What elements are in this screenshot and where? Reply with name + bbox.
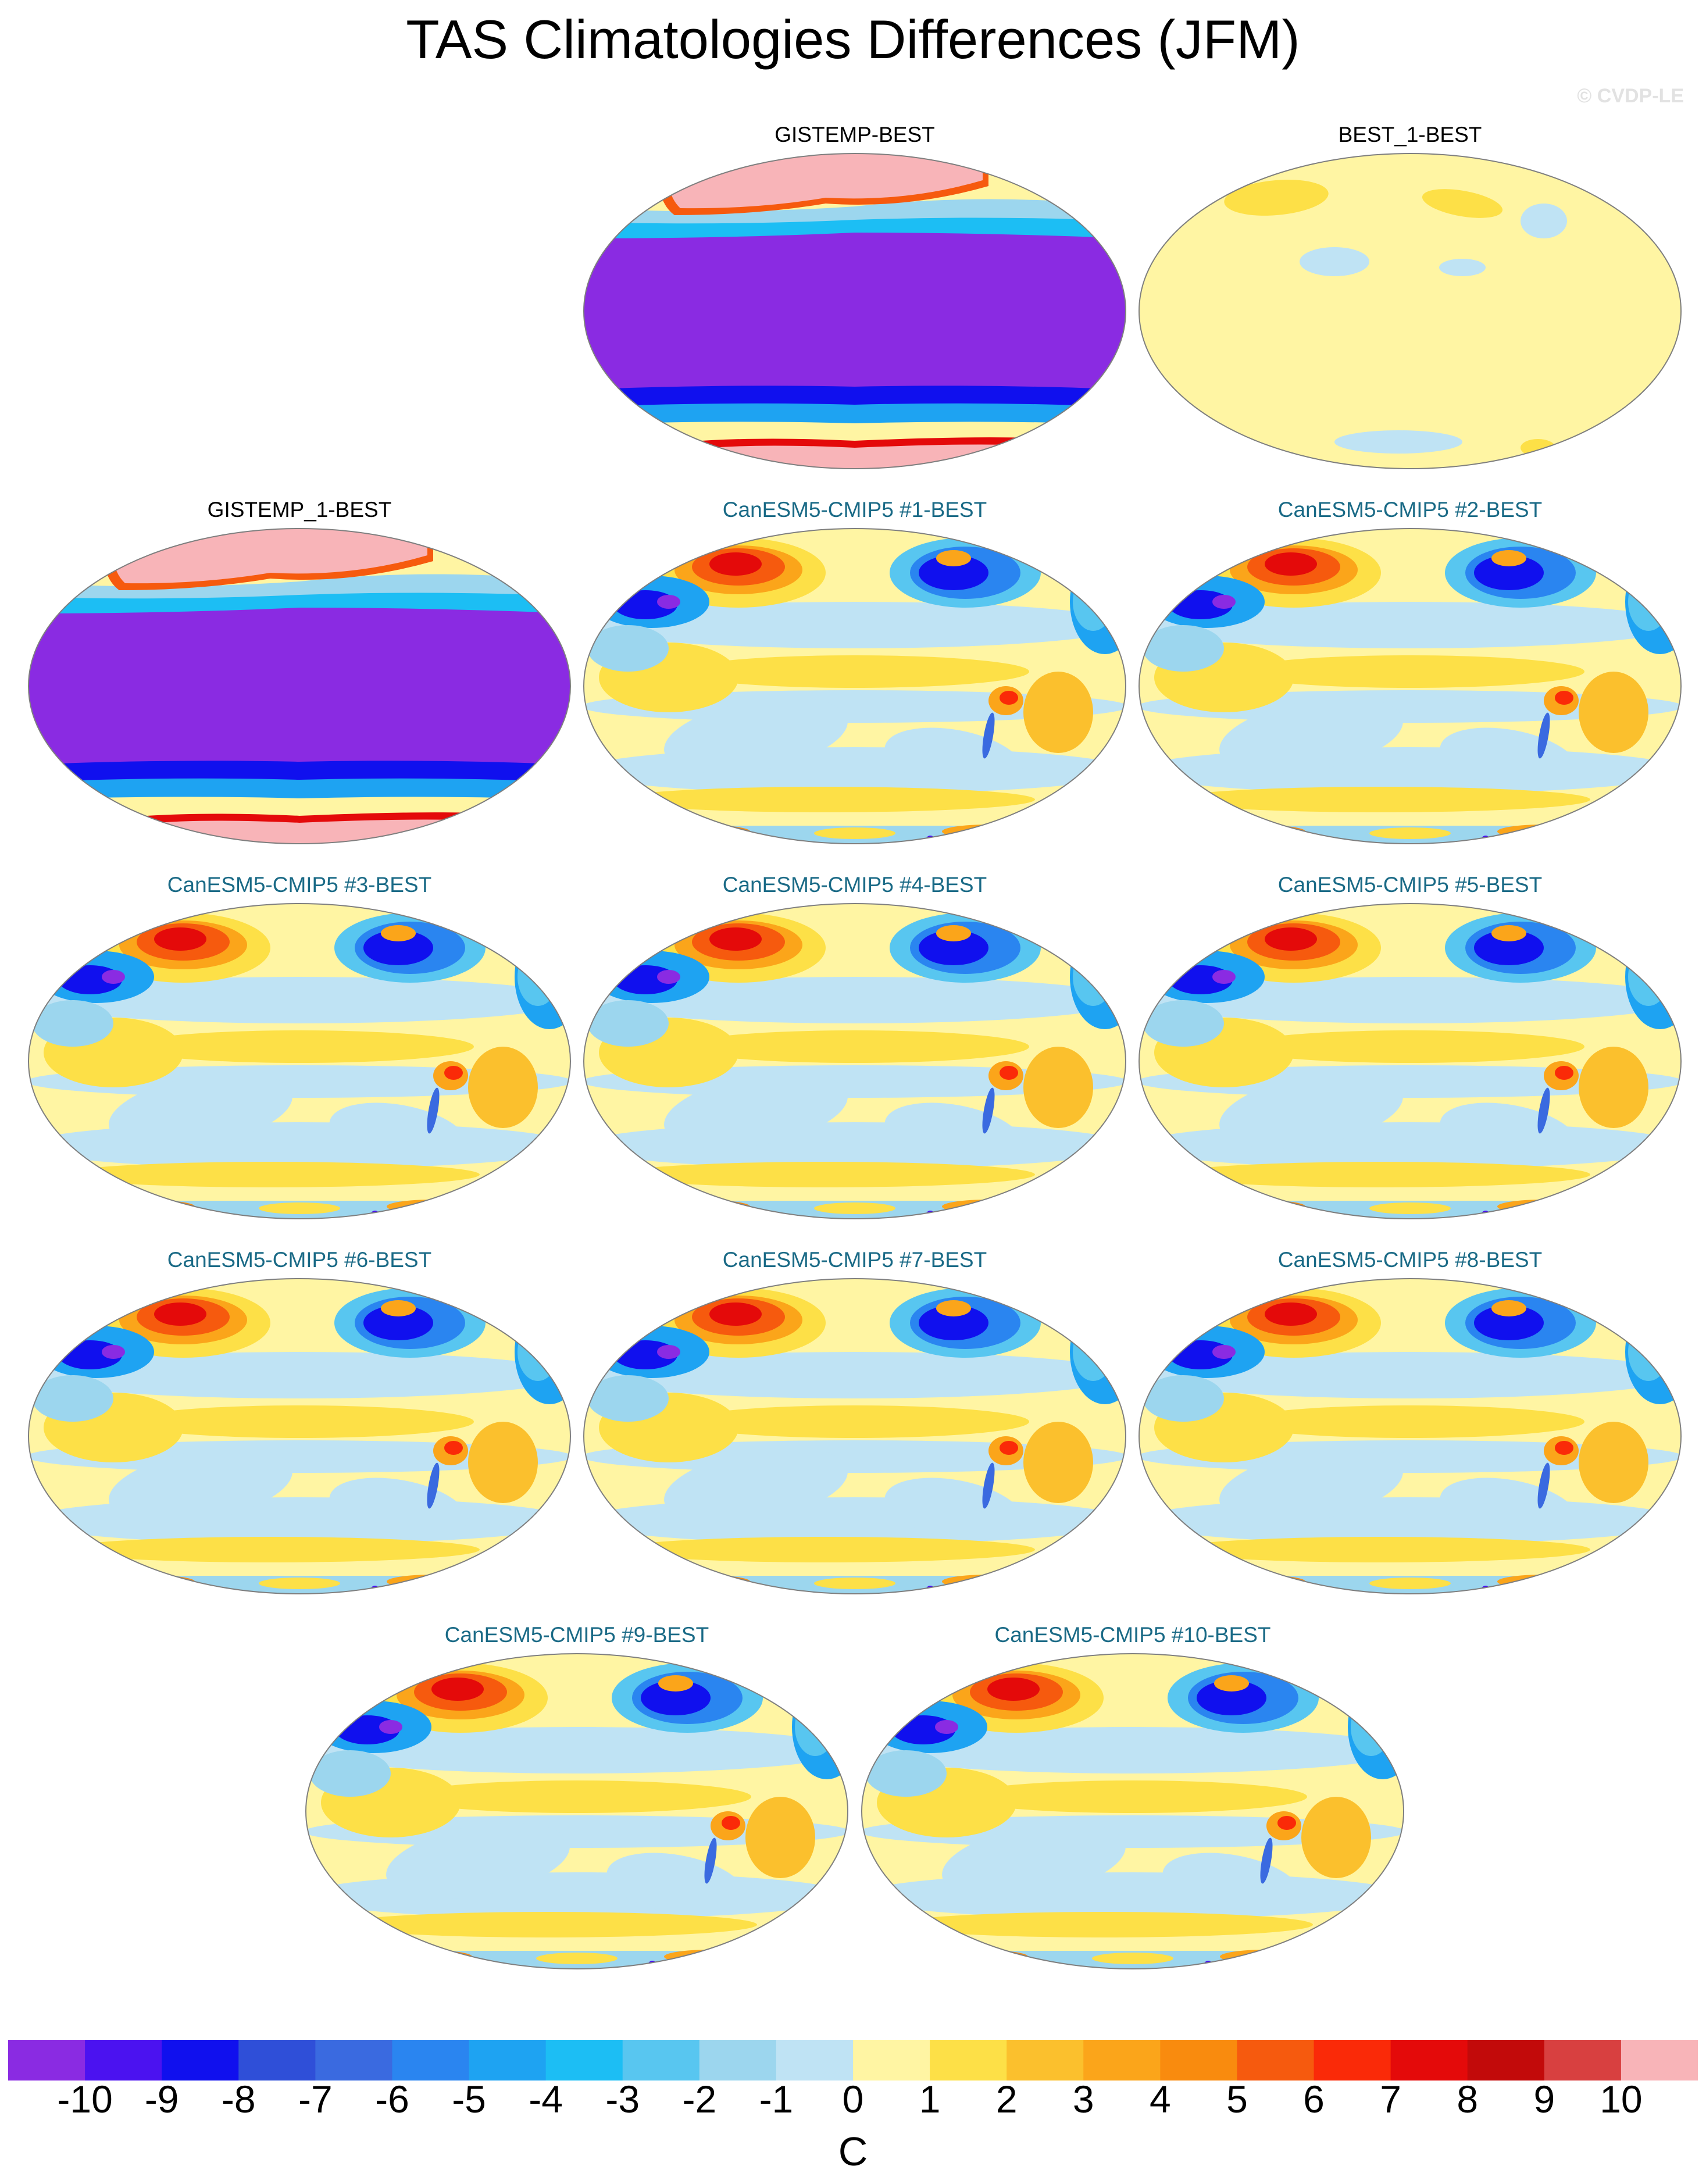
difference-map <box>28 903 571 1219</box>
colorbar-cell <box>1544 2040 1622 2080</box>
map-panel: GISTEMP-BEST <box>581 122 1128 471</box>
colorbar-cell <box>1007 2040 1084 2080</box>
map-panel: CanESM5-CMIP5 #8-BEST <box>1137 1247 1683 1596</box>
colorbar-cell <box>776 2040 854 2080</box>
map-panel: CanESM5-CMIP5 #10-BEST <box>859 1622 1406 1971</box>
figure-title: TAS Climatologies Differences (JFM) <box>406 9 1300 70</box>
map-panel: CanESM5-CMIP5 #5-BEST <box>1137 872 1683 1221</box>
watermark: © CVDP-LE <box>1577 85 1684 107</box>
panel-title: BEST_1-BEST <box>1338 123 1482 147</box>
colorbar-tick-label: 4 <box>1150 2078 1171 2121</box>
map-panel: BEST_1-BEST <box>1137 122 1683 471</box>
colorbar-cell <box>469 2040 547 2080</box>
colorbar-tick-label: 0 <box>842 2078 864 2121</box>
colorbar <box>8 2040 1698 2080</box>
panel-title: CanESM5-CMIP5 #6-BEST <box>167 1248 432 1272</box>
difference-map <box>1138 528 1682 844</box>
difference-map <box>861 1653 1404 1969</box>
colorbar-tick-label: 9 <box>1533 2078 1555 2121</box>
colorbar-tick-label: -1 <box>759 2078 794 2121</box>
difference-map <box>1138 1278 1682 1594</box>
panel-title: CanESM5-CMIP5 #1-BEST <box>722 498 987 522</box>
panel-title: CanESM5-CMIP5 #3-BEST <box>167 873 432 897</box>
panel-title: CanESM5-CMIP5 #2-BEST <box>1277 498 1543 522</box>
colorbar-cell <box>162 2040 239 2080</box>
panel-title: CanESM5-CMIP5 #8-BEST <box>1277 1248 1543 1272</box>
colorbar-cell <box>8 2040 85 2080</box>
colorbar-tick-label: -9 <box>144 2078 179 2121</box>
difference-map <box>305 1653 848 1969</box>
colorbar-tick-label: 8 <box>1457 2078 1479 2121</box>
map-panel: GISTEMP_1-BEST <box>26 497 573 846</box>
difference-map <box>28 528 571 844</box>
colorbar-cell <box>1237 2040 1315 2080</box>
panel-title: CanESM5-CMIP5 #5-BEST <box>1277 873 1543 897</box>
colorbar-cell <box>392 2040 470 2080</box>
panel-title: CanESM5-CMIP5 #9-BEST <box>444 1623 709 1647</box>
map-panel: CanESM5-CMIP5 #4-BEST <box>581 872 1128 1221</box>
colorbar-cell <box>545 2040 623 2080</box>
colorbar-tick-label: -10 <box>57 2078 113 2121</box>
panel-title: CanESM5-CMIP5 #4-BEST <box>722 873 987 897</box>
colorbar-cell <box>1314 2040 1391 2080</box>
colorbar-cell <box>1621 2040 1698 2080</box>
colorbar-cell <box>622 2040 700 2080</box>
colorbar-tick-label: 2 <box>995 2078 1018 2121</box>
panel-title: CanESM5-CMIP5 #10-BEST <box>994 1623 1271 1647</box>
colorbar-cell <box>1160 2040 1237 2080</box>
colorbar-tick-label: -2 <box>682 2078 717 2121</box>
colorbar-cell <box>315 2040 392 2080</box>
map-panel: CanESM5-CMIP5 #7-BEST <box>581 1247 1128 1596</box>
colorbar-cell <box>85 2040 162 2080</box>
colorbar-tick-label: -4 <box>529 2078 563 2121</box>
difference-map <box>1138 153 1682 469</box>
colorbar-units: C <box>838 2129 868 2174</box>
colorbar-tick-label: 10 <box>1600 2078 1643 2121</box>
colorbar-tick-label: -3 <box>605 2078 640 2121</box>
colorbar-cell <box>238 2040 316 2080</box>
colorbar-cell <box>930 2040 1007 2080</box>
map-panel: CanESM5-CMIP5 #9-BEST <box>304 1622 850 1971</box>
panel-title: CanESM5-CMIP5 #7-BEST <box>722 1248 987 1272</box>
colorbar-cell <box>1467 2040 1545 2080</box>
colorbar-tick-labels: -10 -9 -8 -7 -6 -5 -4 -3 -2 -1 0 1 2 3 4 5 6 7 8 9 10 <box>0 2077 1706 2129</box>
colorbar-tick-label: -8 <box>221 2078 256 2121</box>
colorbar-tick-label: 6 <box>1303 2078 1325 2121</box>
panel-title: GISTEMP-BEST <box>775 123 935 147</box>
map-panel: CanESM5-CMIP5 #6-BEST <box>26 1247 573 1596</box>
colorbar-tick-label: 5 <box>1226 2078 1248 2121</box>
colorbar-tick-label: 3 <box>1072 2078 1094 2121</box>
colorbar-cell <box>699 2040 777 2080</box>
colorbar-tick-label: 7 <box>1380 2078 1401 2121</box>
colorbar-cell <box>1390 2040 1468 2080</box>
colorbar-tick-label: 1 <box>919 2078 941 2121</box>
difference-map <box>583 1278 1126 1594</box>
panel-title: GISTEMP_1-BEST <box>207 498 392 522</box>
difference-map <box>583 903 1126 1219</box>
colorbar-cell <box>1083 2040 1161 2080</box>
colorbar-tick-label: -5 <box>452 2078 486 2121</box>
difference-map <box>1138 903 1682 1219</box>
map-panel: CanESM5-CMIP5 #2-BEST <box>1137 497 1683 846</box>
map-panel: CanESM5-CMIP5 #1-BEST <box>581 497 1128 846</box>
colorbar-cell <box>853 2040 930 2080</box>
colorbar-tick-label: -7 <box>298 2078 333 2121</box>
difference-map <box>28 1278 571 1594</box>
difference-map <box>583 528 1126 844</box>
colorbar-tick-label: -6 <box>375 2078 409 2121</box>
map-panel: CanESM5-CMIP5 #3-BEST <box>26 872 573 1221</box>
difference-map <box>583 153 1126 469</box>
